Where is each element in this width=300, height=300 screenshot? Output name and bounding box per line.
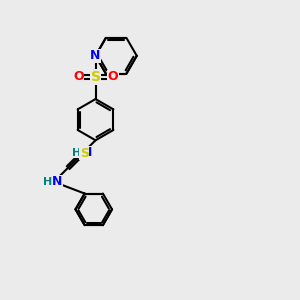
Text: H: H	[43, 177, 52, 187]
Text: N: N	[90, 49, 101, 62]
Text: S: S	[80, 147, 88, 160]
Text: H: H	[72, 148, 81, 158]
Text: O: O	[73, 70, 84, 83]
Text: N: N	[82, 146, 92, 159]
Text: O: O	[107, 70, 118, 83]
Text: S: S	[91, 70, 100, 84]
Text: N: N	[52, 176, 63, 188]
